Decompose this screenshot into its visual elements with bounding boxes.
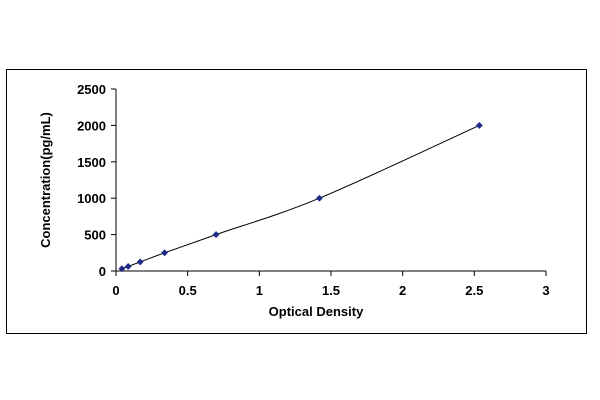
chart-frame [6,69,587,334]
data-point-1 [124,262,132,271]
data-point-4 [212,231,220,239]
x-tick-label: 3 [542,283,549,298]
data-point-6 [475,121,483,129]
x-tick-label: 0.5 [179,283,197,298]
data-point-3 [161,249,169,257]
y-tick-label: 2000 [77,118,106,133]
y-tick-label: 500 [84,228,106,243]
x-tick-label: 2.5 [465,283,483,298]
fit-curve [121,124,480,270]
y-tick-label: 1500 [77,155,106,170]
data-points [118,121,483,273]
data-point-0 [118,265,126,273]
y-tick-label: 1000 [77,191,106,206]
data-point-5 [315,194,323,202]
x-tick-label: 1 [256,283,263,298]
x-tick-label: 2 [399,283,406,298]
y-tick-label: 2500 [77,82,106,97]
axes [111,88,547,276]
y-axis-title: Concentration(pg/mL) [38,112,53,248]
x-axis-title: Optical Density [269,304,364,319]
y-tick-label: 0 [99,264,106,279]
tick-labels: 0 500 1000 1500 2000 2500 0 0.5 1 1.5 2 2.5 3 [77,82,550,298]
x-tick-label: 1.5 [322,283,340,298]
x-tick-label: 0 [112,283,119,298]
data-point-2 [136,258,144,266]
